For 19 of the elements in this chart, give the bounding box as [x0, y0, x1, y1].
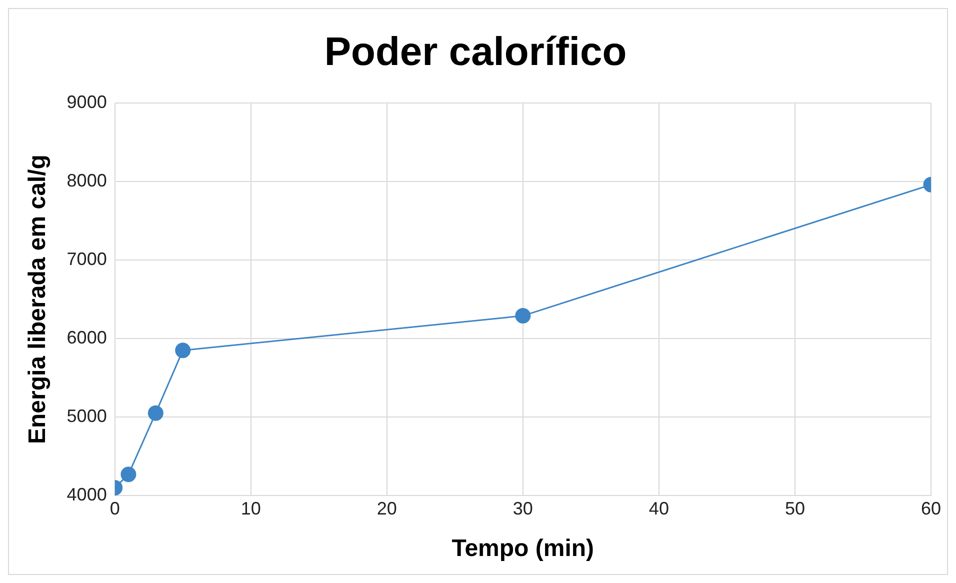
- point: [175, 342, 191, 358]
- point: [148, 405, 164, 421]
- chart-title: Poder calorífico: [324, 30, 627, 74]
- y-tick-label: 9000: [66, 92, 107, 112]
- x-tick-label: 30: [512, 498, 533, 518]
- x-tick-label: 20: [376, 498, 397, 518]
- x-tick-label: 60: [920, 498, 942, 518]
- point: [120, 466, 136, 482]
- x-tick-label: 50: [784, 498, 805, 518]
- y-tick-label: 5000: [66, 406, 107, 426]
- y-axis-title: Energia liberada em cal/g: [24, 154, 52, 444]
- y-tick-label: 8000: [66, 170, 107, 190]
- x-tick-label: 40: [648, 498, 669, 518]
- x-tick-label: 10: [240, 498, 261, 518]
- y-tick-label: 6000: [66, 328, 107, 348]
- x-tick-label: 0: [110, 498, 120, 518]
- y-tick-label: 7000: [66, 249, 107, 270]
- y-tick-label: 4000: [66, 484, 107, 505]
- x-axis-title: Tempo (min): [452, 535, 594, 562]
